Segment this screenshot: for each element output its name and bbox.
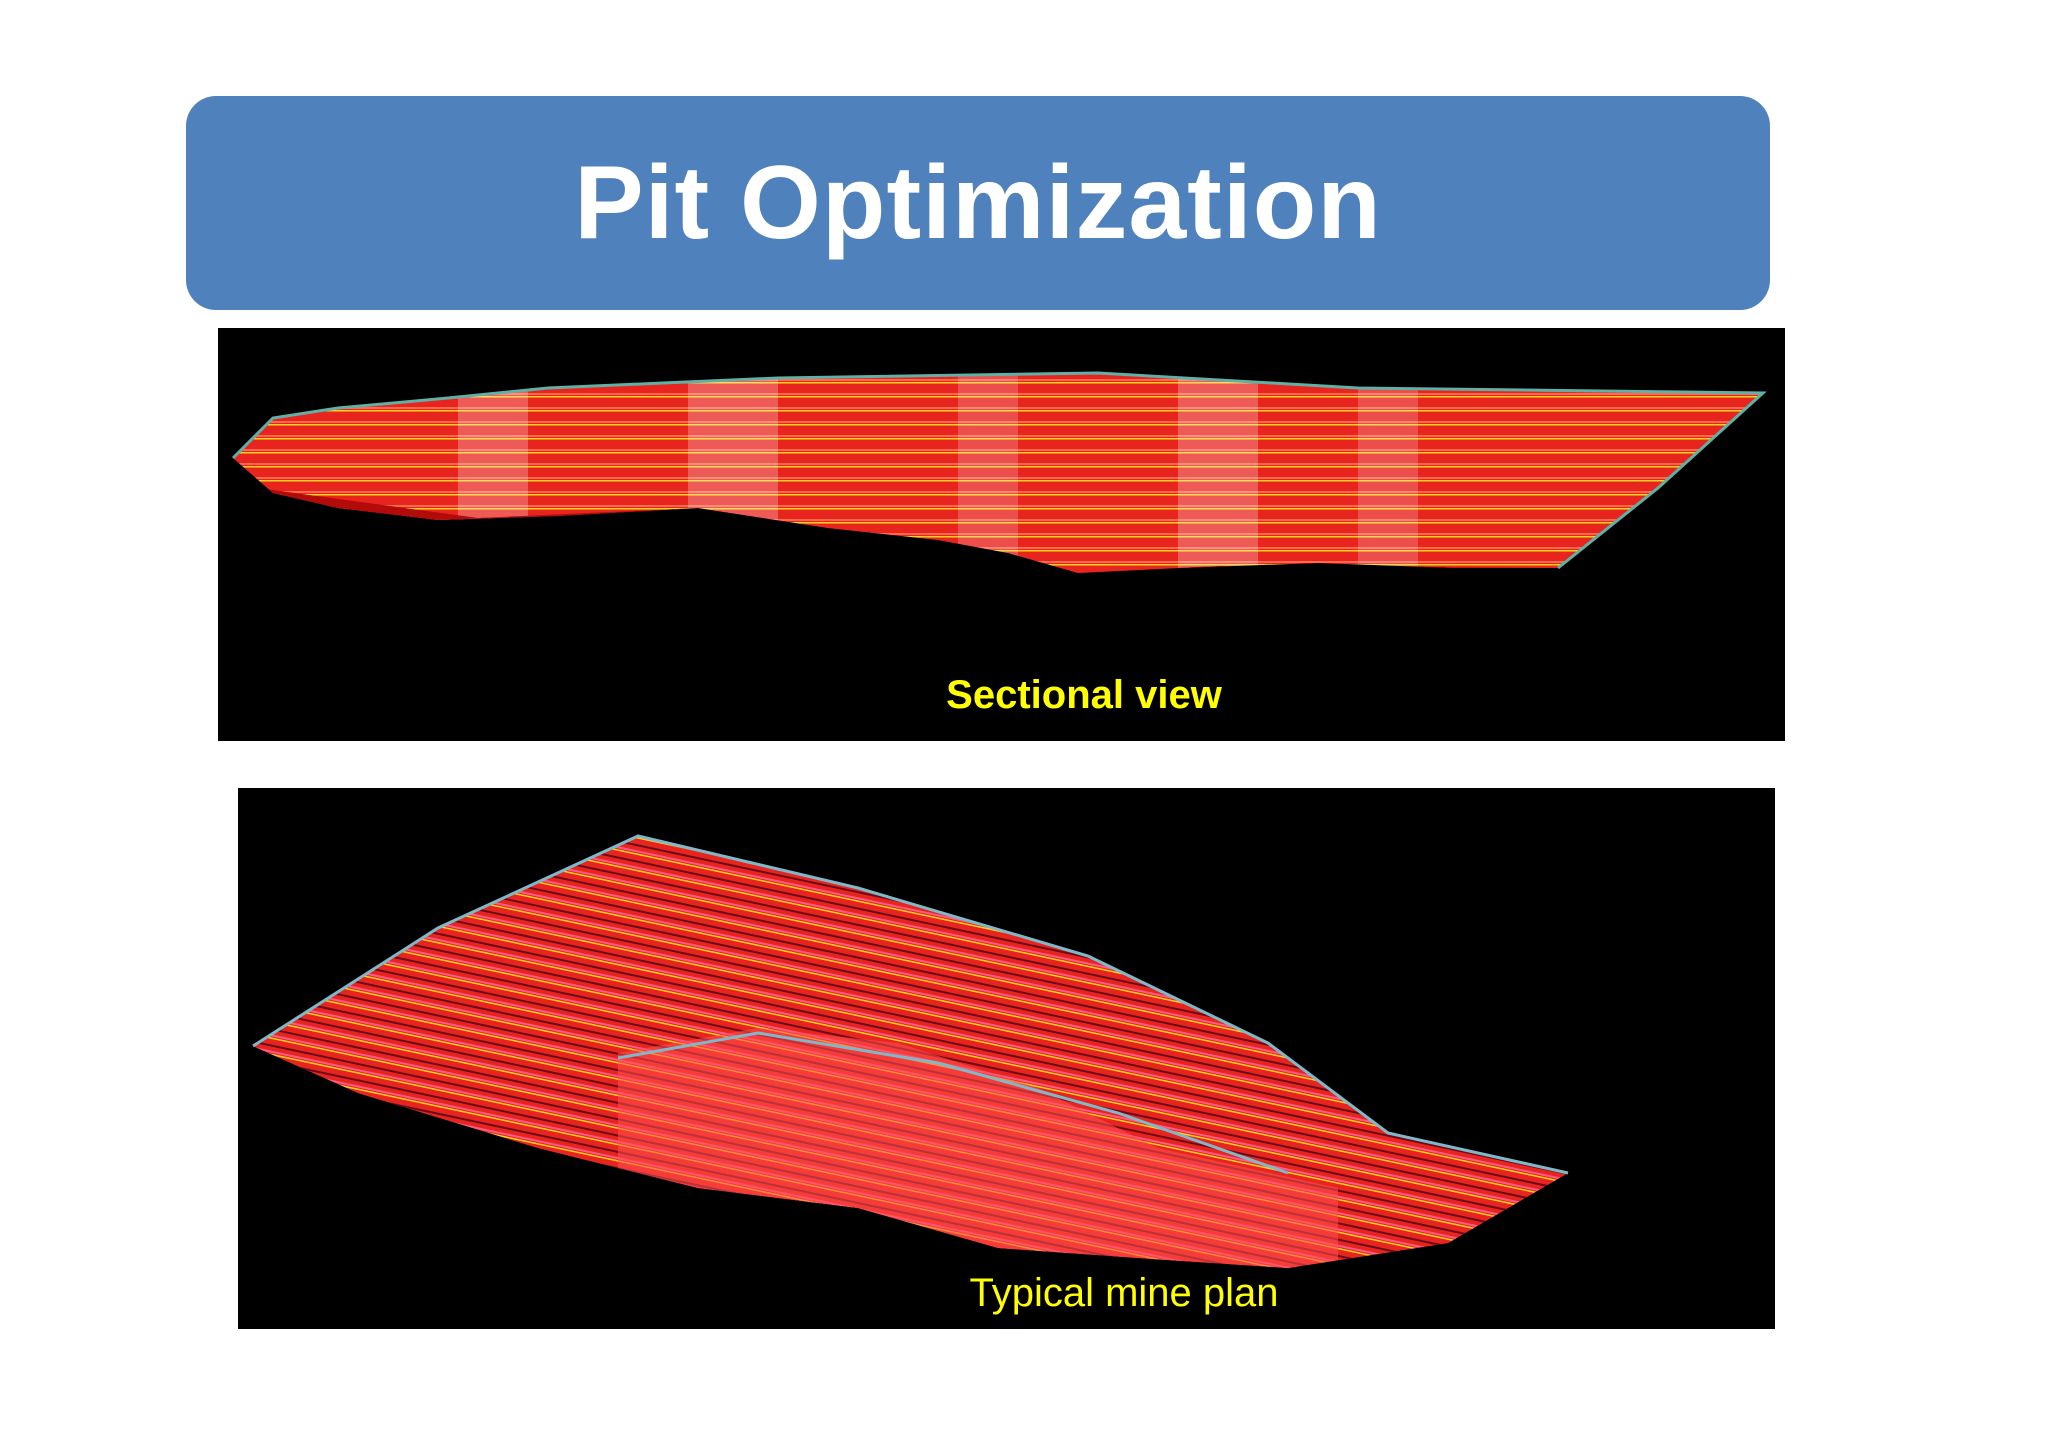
mine-plan-pit-graphic [252,834,1569,1268]
sectional-pit-graphic [231,371,1767,573]
sectional-view-caption: Sectional view [946,673,1222,717]
mine-plan-caption: Typical mine plan [969,1271,1279,1315]
slide-title: Pit Optimization [574,144,1382,261]
title-banner: Pit Optimization [186,96,1770,310]
sectional-view-image: Sectional view [218,328,1785,741]
mine-plan-image: Typical mine plan [238,788,1775,1329]
